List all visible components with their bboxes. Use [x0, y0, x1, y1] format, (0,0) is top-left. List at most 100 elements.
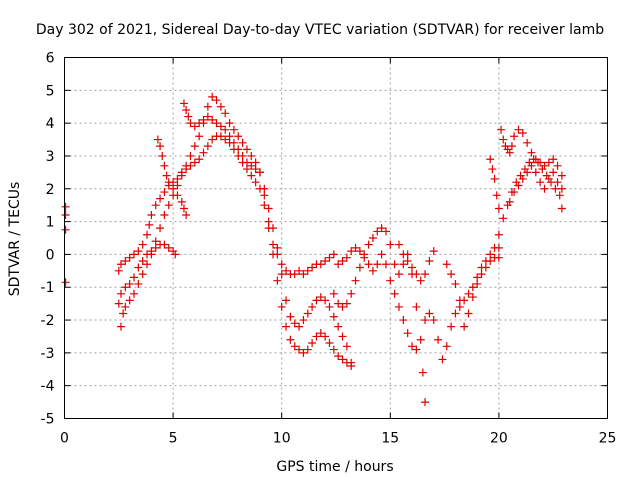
data-point	[177, 197, 186, 206]
data-point	[295, 345, 304, 354]
data-point	[351, 276, 360, 285]
data-point	[557, 171, 566, 180]
data-point	[251, 178, 260, 187]
data-point	[121, 256, 130, 265]
data-point	[216, 102, 225, 111]
data-point	[540, 184, 549, 193]
data-point	[329, 345, 338, 354]
data-point	[203, 112, 212, 121]
data-point	[540, 161, 549, 170]
data-point	[134, 247, 143, 256]
data-point	[299, 348, 308, 357]
data-point	[303, 345, 312, 354]
data-point	[169, 191, 178, 200]
data-point	[121, 283, 130, 292]
data-point	[145, 220, 154, 229]
data-point	[447, 270, 456, 279]
data-point	[216, 122, 225, 131]
data-point	[373, 227, 382, 236]
y-axis-label: SDTVAR / TECUs	[7, 182, 23, 297]
data-point	[147, 250, 156, 259]
data-point	[199, 119, 208, 128]
data-point	[334, 260, 343, 269]
data-point	[321, 296, 330, 305]
data-point	[442, 342, 451, 351]
data-point	[381, 260, 390, 269]
data-point	[494, 243, 503, 252]
data-point	[247, 151, 256, 160]
data-point	[234, 132, 243, 141]
data-point	[421, 398, 430, 407]
data-point	[536, 178, 545, 187]
data-point	[116, 260, 125, 269]
data-point	[499, 214, 508, 223]
data-point	[177, 171, 186, 180]
data-point	[518, 174, 527, 183]
data-point	[347, 358, 356, 367]
data-point	[282, 296, 291, 305]
data-point	[269, 224, 278, 233]
data-point	[347, 289, 356, 298]
data-point	[394, 240, 403, 249]
data-point	[312, 332, 321, 341]
data-point	[308, 302, 317, 311]
data-point	[134, 263, 143, 272]
data-point	[399, 260, 408, 269]
data-point	[164, 243, 173, 252]
data-point	[179, 204, 188, 213]
data-point	[425, 256, 434, 265]
data-point	[347, 247, 356, 256]
axis-ticks: -5 -4 -3 -2 -1 0 1 2 3 4 5 6 0 5 10 15 20 25	[41, 51, 617, 447]
data-point	[364, 260, 373, 269]
data-point	[486, 256, 495, 265]
y-tick-label: -5	[41, 412, 55, 428]
data-point	[290, 319, 299, 328]
data-point	[312, 296, 321, 305]
data-point	[143, 230, 152, 239]
data-point	[212, 96, 221, 105]
data-point	[549, 168, 558, 177]
data-point	[386, 240, 395, 249]
data-point	[264, 217, 273, 226]
data-point	[507, 142, 516, 151]
data-point	[334, 322, 343, 331]
data-point	[338, 332, 347, 341]
data-point	[412, 270, 421, 279]
data-point	[164, 178, 173, 187]
data-point	[156, 142, 165, 151]
data-point	[408, 342, 417, 351]
data-point	[277, 270, 286, 279]
data-point	[221, 135, 230, 144]
data-point	[208, 115, 217, 124]
data-point	[338, 302, 347, 311]
data-point	[434, 335, 443, 344]
data-point	[557, 184, 566, 193]
data-point	[151, 201, 160, 210]
data-point	[447, 322, 456, 331]
data-point	[429, 247, 438, 256]
data-point	[329, 312, 338, 321]
data-point	[138, 270, 147, 279]
data-point	[290, 270, 299, 279]
x-axis-label: GPS time / hours	[276, 459, 393, 475]
data-point	[451, 279, 460, 288]
data-point	[216, 132, 225, 141]
data-point	[494, 230, 503, 239]
data-point	[308, 263, 317, 272]
data-point	[557, 204, 566, 213]
data-point	[260, 184, 269, 193]
x-tick-label: 10	[273, 431, 291, 447]
data-point	[269, 240, 278, 249]
data-point	[190, 122, 199, 131]
y-tick-label: 3	[46, 149, 55, 165]
data-point	[394, 270, 403, 279]
data-point	[162, 171, 171, 180]
data-point	[497, 125, 506, 134]
data-point	[442, 260, 451, 269]
data-point	[130, 273, 139, 282]
data-point	[299, 270, 308, 279]
data-point	[473, 279, 482, 288]
data-point	[451, 309, 460, 318]
data-point	[61, 225, 70, 234]
data-point	[355, 247, 364, 256]
